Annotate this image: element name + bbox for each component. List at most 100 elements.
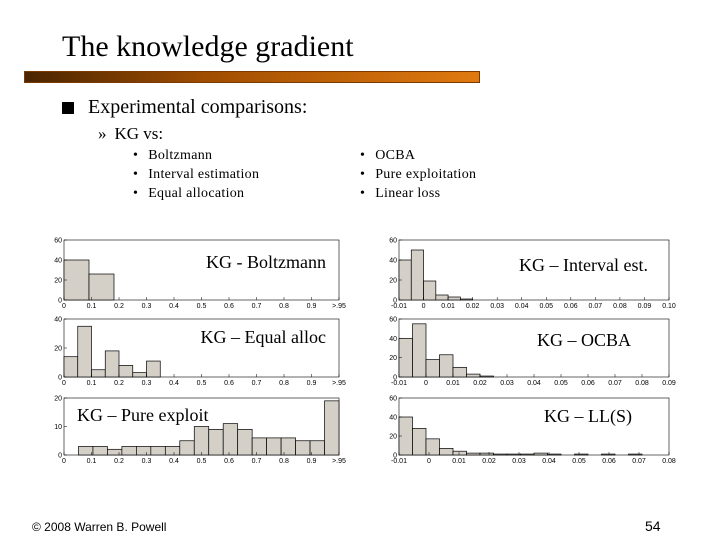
histogram-bar [136, 446, 152, 456]
histogram-bar [466, 373, 481, 378]
chart-frame [398, 239, 670, 301]
x-tick-label: 0.01 [452, 458, 466, 465]
sub-bullet: » KG vs: [98, 124, 163, 144]
histogram-bar [447, 296, 461, 301]
histogram-bar [439, 448, 454, 456]
y-tick-label: 40 [389, 258, 397, 265]
y-tick-label: 20 [389, 434, 397, 441]
histogram-bar [266, 437, 282, 456]
x-tick-label: 0.07 [589, 303, 603, 310]
x-tick-label: 0.06 [564, 303, 578, 310]
list-item: Boltzmann [133, 146, 259, 165]
page-number: 54 [645, 518, 661, 534]
chart-frame [398, 397, 670, 456]
x-tick-label: 0.04 [542, 458, 556, 465]
x-tick-label: 0.04 [515, 303, 529, 310]
x-tick-label: 0 [62, 380, 66, 387]
histogram-bar [324, 400, 340, 456]
y-tick-label: 60 [389, 396, 397, 403]
x-tick-label: 0.7 [252, 380, 262, 387]
x-tick-label: 0.03 [490, 303, 504, 310]
list-item: Equal allocation [133, 184, 259, 203]
chart-label: KG – LL(S) [544, 406, 632, 427]
list-item: Interval estimation [133, 165, 259, 184]
histogram-bar [91, 369, 106, 378]
x-tick-label: 0.02 [482, 458, 496, 465]
histogram-bar [452, 450, 467, 456]
x-tick-label: 0 [422, 303, 426, 310]
histogram-bar [410, 249, 424, 301]
x-tick-label: 0.05 [554, 380, 568, 387]
y-tick-label: 40 [54, 258, 62, 265]
y-tick-label: 0 [58, 453, 62, 460]
x-tick-label: 0.09 [638, 303, 652, 310]
x-tick-label: 0.01 [446, 380, 460, 387]
histogram-bar [88, 273, 115, 301]
histogram-bar [104, 350, 120, 378]
histogram-bar [479, 452, 494, 456]
x-tick-label: 0 [62, 458, 66, 465]
x-tick-label: 0.08 [662, 458, 676, 465]
histogram-bar [423, 280, 437, 301]
list-item: Pure exploitation [360, 165, 476, 184]
histogram-bar [193, 426, 210, 456]
histogram-bar [520, 453, 535, 456]
histogram-bar [132, 372, 147, 378]
histogram-bar [452, 366, 467, 378]
x-tick-label: 0.8 [279, 458, 289, 465]
x-tick-label: 0.08 [635, 380, 649, 387]
histogram-bar [574, 453, 589, 456]
y-tick-label: 0 [393, 298, 397, 305]
x-tick-label: -0.01 [391, 380, 407, 387]
x-tick-label: 0.4 [169, 303, 179, 310]
x-tick-label: 0.1 [87, 303, 97, 310]
footer-copyright: © 2008 Warren B. Powell [32, 520, 167, 534]
y-tick-label: 60 [54, 238, 62, 245]
x-tick-label: 0.10 [662, 303, 676, 310]
x-tick-label: 0.5 [197, 303, 207, 310]
x-tick-label: 0.9 [307, 458, 317, 465]
x-tick-label: 0.02 [473, 380, 487, 387]
histogram-bar [601, 453, 616, 456]
y-tick-label: 40 [389, 336, 397, 343]
x-tick-label: 0.08 [613, 303, 627, 310]
x-tick-label: 0.4 [169, 458, 179, 465]
x-tick-label: 0.06 [581, 380, 595, 387]
y-tick-label: 0 [393, 453, 397, 460]
y-tick-label: 60 [389, 238, 397, 245]
x-tick-label: 0.03 [512, 458, 526, 465]
x-tick-label: 0.9 [307, 303, 317, 310]
x-tick-label: 0.05 [572, 458, 586, 465]
x-tick-label: 0.4 [169, 380, 179, 387]
histogram-bar [439, 354, 454, 378]
x-tick-label: 0.09 [662, 380, 676, 387]
x-tick-label: 0.9 [307, 380, 317, 387]
histogram-bar [309, 440, 325, 456]
histogram-bar [435, 294, 449, 301]
histogram-bar [251, 437, 267, 456]
histogram-bar [295, 440, 311, 456]
x-tick-label: 0.05 [539, 303, 553, 310]
x-tick-label: 0.07 [632, 458, 646, 465]
histogram-bar [78, 446, 94, 456]
y-tick-label: 20 [54, 396, 62, 403]
histogram-bar [146, 360, 161, 378]
histogram-bar [237, 429, 253, 456]
x-tick-label: 0.5 [197, 380, 207, 387]
histogram-bar [412, 323, 427, 378]
histogram-bar [425, 359, 440, 378]
chart-label: KG - Boltzmann [206, 252, 326, 272]
histogram-bar [479, 375, 494, 378]
histogram-bar [533, 452, 548, 456]
y-tick-label: 60 [389, 317, 397, 324]
x-tick-label: 0.7 [252, 303, 262, 310]
y-tick-label: 0 [58, 298, 62, 305]
chart-label: KG – OCBA [537, 330, 631, 350]
histogram-bar [460, 298, 473, 301]
x-tick-label: >.95 [332, 458, 346, 465]
x-tick-label: -0.01 [391, 303, 407, 310]
histogram-bar [164, 446, 181, 456]
x-tick-label: 0.2 [114, 303, 124, 310]
x-tick-label: >.95 [332, 303, 346, 310]
list-item: Linear loss [360, 184, 476, 203]
